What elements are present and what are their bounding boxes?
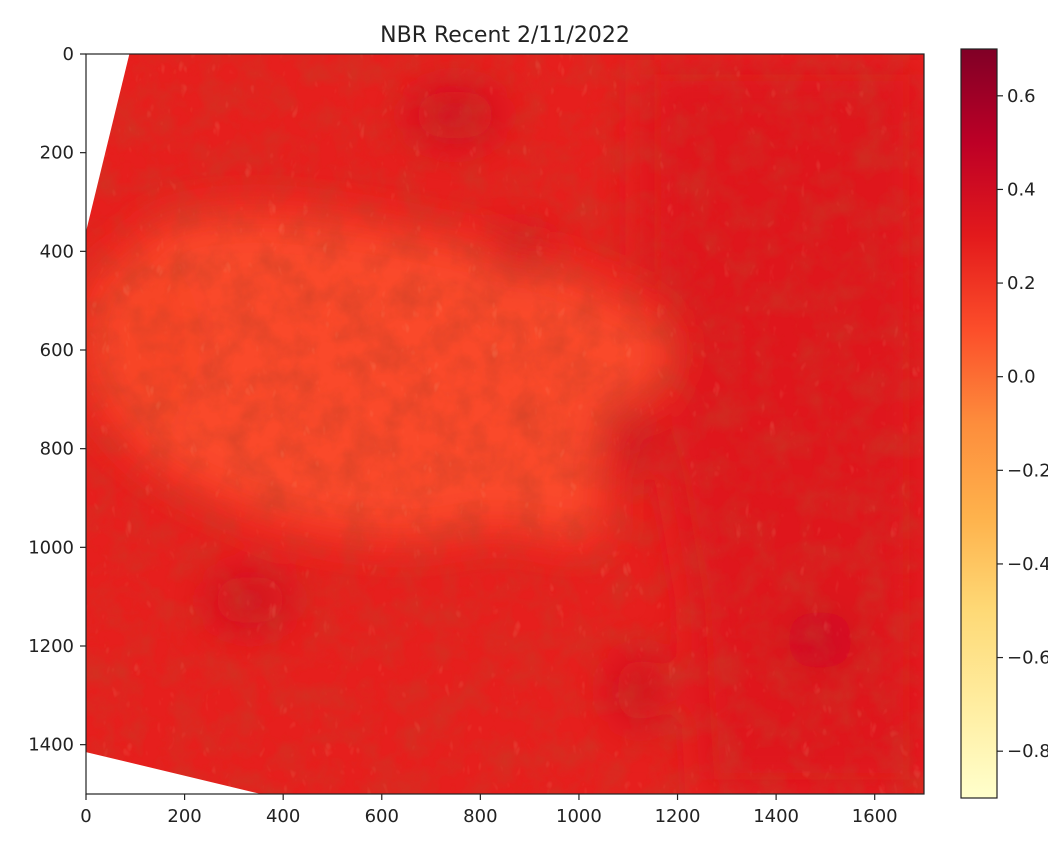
colorbar-tick-label: −0.2 bbox=[1007, 460, 1048, 481]
colorbar-tick-label: −0.6 bbox=[1007, 648, 1048, 669]
x-tick-label: 1600 bbox=[852, 806, 898, 827]
x-tick-label: 1200 bbox=[655, 806, 701, 827]
raster-terrain-texture bbox=[86, 54, 924, 794]
colorbar-tick-label: 0.4 bbox=[1007, 179, 1036, 200]
colorbar-fill bbox=[961, 49, 997, 798]
x-tick-label: 0 bbox=[80, 806, 91, 827]
colorbar-tick-label: −0.4 bbox=[1007, 554, 1048, 575]
x-tick-label: 1000 bbox=[556, 806, 602, 827]
colorbar-tick-label: 0.2 bbox=[1007, 273, 1036, 294]
x-tick-label: 800 bbox=[463, 806, 497, 827]
y-tick-label: 1000 bbox=[28, 537, 74, 558]
y-axis: 0 200 400 600 800 1000 1200 1400 bbox=[28, 44, 86, 756]
y-tick-label: 1200 bbox=[28, 636, 74, 657]
colorbar-frame bbox=[960, 48, 998, 799]
y-tick-label: 0 bbox=[63, 44, 74, 65]
y-tick-label: 400 bbox=[40, 241, 74, 262]
x-tick-label: 400 bbox=[266, 806, 300, 827]
x-axis: 0 200 400 600 800 1000 1200 1400 1600 bbox=[80, 794, 898, 827]
raster-nodata-mask bbox=[86, 54, 261, 794]
y-tick-label: 600 bbox=[40, 340, 74, 361]
terrain-light-texture bbox=[86, 54, 924, 794]
y-tick-label: 200 bbox=[40, 143, 74, 164]
colorbar-tick-label: 0.6 bbox=[1007, 86, 1036, 107]
x-tick-label: 600 bbox=[365, 806, 399, 827]
x-tick-label: 1400 bbox=[753, 806, 799, 827]
chart-title: NBR Recent 2/11/2022 bbox=[380, 23, 630, 48]
y-tick-label: 1400 bbox=[28, 735, 74, 756]
nodata-bottom-left-wedge bbox=[86, 752, 261, 794]
colorbar-tick-label: −0.8 bbox=[1007, 741, 1048, 762]
colorbar-tick-label: 0.0 bbox=[1007, 367, 1036, 388]
y-tick-label: 800 bbox=[40, 439, 74, 460]
nbr-raster bbox=[86, 54, 924, 794]
colorbar-ticks: 0.6 0.4 0.2 0.0 −0.2 −0.4 −0.6 −0.8 bbox=[997, 86, 1048, 762]
nodata-top-left-wedge bbox=[86, 54, 130, 232]
colorbar: 0.6 0.4 0.2 0.0 −0.2 −0.4 −0.6 −0.8 bbox=[960, 48, 1048, 799]
axes-frame bbox=[85, 53, 925, 795]
x-tick-label: 200 bbox=[167, 806, 201, 827]
